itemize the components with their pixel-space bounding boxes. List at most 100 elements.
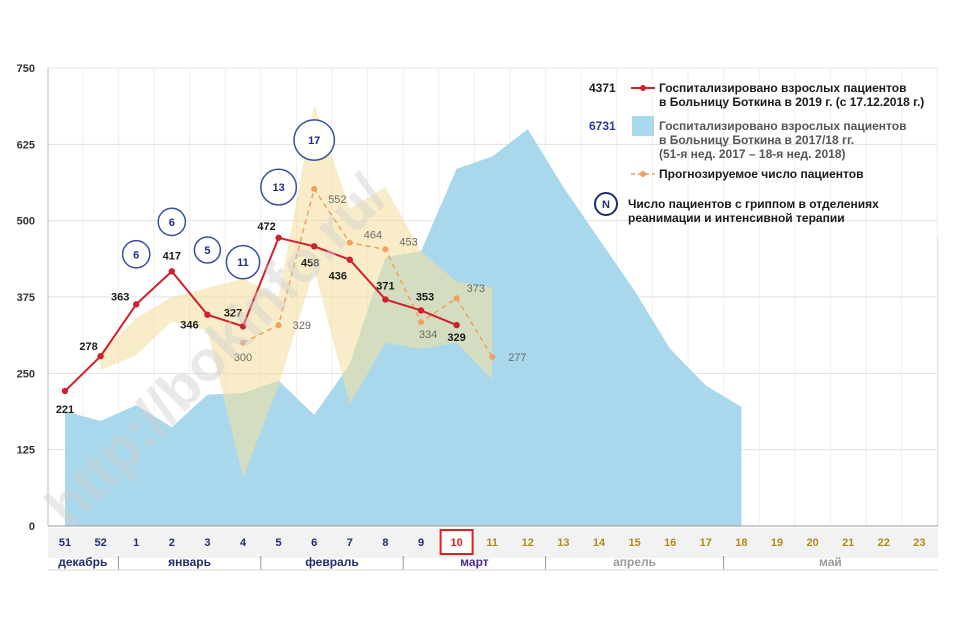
forecast-band-path — [100, 104, 493, 478]
x-tick-label: 11 — [486, 537, 498, 549]
legend-2017-swatch — [632, 116, 654, 136]
forecast-line — [242, 187, 493, 358]
actual-line — [64, 236, 457, 392]
y-tick-label: 0 — [29, 521, 35, 533]
x-axis-band — [48, 528, 938, 558]
x-tick-label: 22 — [878, 537, 890, 549]
legend-flu-key: N — [602, 199, 610, 211]
x-tick-label: 6 — [311, 537, 317, 549]
flu-circle — [193, 236, 222, 264]
x-tick-label: 10 — [450, 537, 462, 549]
month-label: февраль — [305, 555, 358, 569]
month-label: май — [819, 555, 842, 569]
y-tick-label: 375 — [17, 292, 35, 304]
x-tick-label: 18 — [735, 537, 747, 549]
legend-2019-swatch-dot — [640, 85, 646, 91]
flu-circle-value: 6 — [133, 249, 139, 261]
actual-label: 417 — [163, 250, 181, 262]
actual-label: 346 — [180, 320, 198, 332]
actual-point — [453, 321, 460, 329]
month-label: апрель — [613, 555, 656, 569]
forecast-series: 300 329 552 464 453 334 373 277 — [234, 185, 527, 364]
y-axis: 0 125 250 375 500 625 750 — [17, 63, 35, 533]
actual-label: 371 — [376, 280, 394, 292]
legend: 4371 Госпитализировано взрослых пациенто… — [589, 81, 924, 225]
x-tick-label: 8 — [382, 537, 388, 549]
forecast-point — [382, 246, 389, 253]
flu-circles: 6 6 5 11 13 17 — [121, 119, 336, 280]
legend-2019-text-line2: в Больницу Боткина в 2019 г. (с 17.12.20… — [659, 95, 924, 109]
x-tick-label: 2 — [169, 537, 175, 549]
forecast-point — [240, 339, 246, 346]
forecast-point — [275, 322, 282, 329]
x-tick-label: 23 — [913, 537, 925, 549]
forecast-label: 334 — [419, 329, 437, 341]
x-tick-label: 3 — [204, 537, 210, 549]
actual-label: 472 — [257, 221, 275, 233]
forecast-label: 329 — [293, 320, 311, 332]
y-tick-label: 125 — [17, 445, 35, 457]
x-tick-label: 15 — [628, 537, 640, 549]
actual-label: 221 — [56, 404, 74, 416]
forecast-point — [311, 185, 318, 192]
x-tick-label: 20 — [806, 537, 818, 549]
actual-label: 278 — [79, 341, 97, 353]
actual-point — [61, 387, 69, 395]
month-label: март — [460, 555, 489, 569]
x-tick-label: 5 — [276, 537, 282, 549]
legend-2017-text-line1: Госпитализировано взрослых пациентов — [659, 119, 906, 133]
y-tick-label: 500 — [17, 216, 35, 228]
forecast-label: 300 — [234, 352, 252, 364]
legend-flu-circle — [594, 192, 618, 216]
flu-circle-value: 5 — [204, 245, 210, 257]
flu-circle-value: 17 — [308, 135, 320, 147]
actual-point — [311, 243, 318, 250]
actual-point — [346, 256, 353, 263]
legend-forecast-swatch-dot — [640, 171, 646, 177]
forecast-point — [418, 319, 424, 326]
actual-point — [417, 307, 425, 314]
flu-circle-value: 6 — [169, 217, 175, 229]
actual-point — [168, 268, 175, 275]
actual-point — [382, 296, 389, 303]
x-tick-label: 16 — [664, 537, 676, 549]
flu-circle — [293, 119, 336, 162]
legend-flu-text-line1: Число пациентов с гриппом в отделениях — [628, 197, 879, 211]
flu-circle — [157, 207, 187, 237]
legend-2017-total: 6731 — [589, 119, 616, 133]
flu-circle — [225, 244, 261, 280]
forecast-band — [100, 104, 493, 478]
actual-label: 436 — [329, 271, 347, 283]
month-label: декабрь — [58, 555, 107, 569]
x-tick-label: 1 — [133, 537, 139, 549]
actual-label: 353 — [416, 291, 434, 303]
x-axis: 51 52 1 2 3 4 5 6 7 8 9 10 11 12 13 14 15 16 17 18 19 20 21 22 2… — [48, 525, 938, 571]
x-tick-label: 17 — [700, 537, 712, 549]
y-tick-label: 250 — [17, 368, 35, 380]
actual-2019-series: 221 278 363 417 346 327 472 458 436 371 353 329 — [56, 221, 466, 416]
forecast-label: 552 — [328, 194, 346, 206]
x-tick-label: 52 — [94, 537, 106, 549]
flu-circle-value: 13 — [272, 182, 284, 194]
month-label: январь — [168, 555, 211, 569]
y-tick-label: 750 — [17, 63, 35, 75]
x-tick-label: 9 — [418, 537, 424, 549]
highlight-week-box — [439, 529, 474, 555]
x-tick-label: 21 — [842, 537, 854, 549]
x-tick-label: 4 — [240, 537, 247, 549]
forecast-label: 453 — [399, 236, 417, 248]
legend-2019-text-line1: Госпитализировано взрослых пациентов — [659, 81, 906, 95]
x-tick-label: 14 — [593, 537, 606, 549]
forecast-point — [453, 295, 460, 302]
actual-point — [204, 311, 211, 318]
flu-circle-value: 11 — [237, 257, 249, 269]
flu-circle — [121, 239, 151, 269]
forecast-label: 373 — [467, 283, 485, 295]
forecast-point — [489, 353, 496, 360]
forecast-label: 277 — [508, 352, 526, 364]
flu-circle — [260, 168, 298, 206]
actual-label: 327 — [224, 307, 242, 319]
legend-flu-text-line2: реанимации и интенсивной терапии — [628, 211, 845, 225]
legend-2017-text-line3: (51-я нед. 2017 – 18-я нед. 2018) — [659, 147, 846, 161]
legend-2017-text-line2: в Больницу Боткина в 2017/18 гг. — [659, 133, 854, 147]
